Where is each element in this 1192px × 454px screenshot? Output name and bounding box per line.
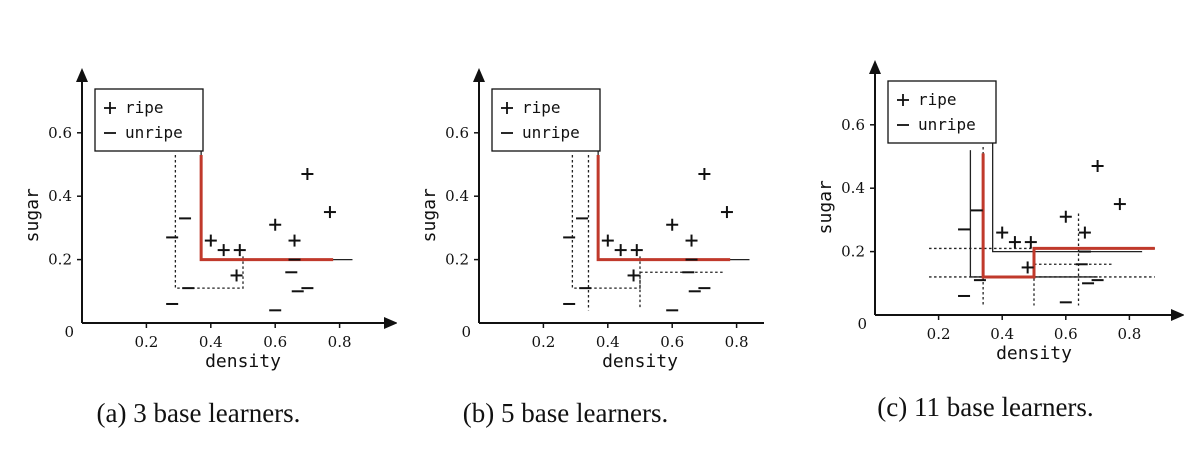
y-tick-label: 0.2 [841,243,865,261]
ripe-point [1078,226,1091,239]
x-axis-label: density [602,351,678,372]
x-tick-label: 0.4 [990,325,1014,343]
ripe-point [1091,160,1104,173]
x-tick-label: 0.6 [1054,325,1078,343]
ripe-point [1024,236,1037,249]
ripe-point [627,269,640,282]
base-learner-boundary [597,135,750,261]
caption-a: (a) 3 base learners. [96,398,301,428]
x-tick-label: 0.6 [263,333,287,351]
y-tick-label: 0.6 [445,124,469,142]
y-axis-arrow [473,68,485,82]
y-tick-label: 0.4 [445,187,469,205]
x-tick-label: 0.2 [134,333,158,351]
ensemble-boundary [981,153,1155,279]
y-tick-label: 0.6 [48,124,72,142]
legend-label-ripe: ripe [125,98,164,117]
panel-b: 0.2 0.4 0.6 0.8 0.2 0.4 0.6 0 density sugar ripe un… [367,0,764,454]
x-axis-label: density [205,351,281,372]
scatter-plot-b: 0.2 0.4 0.6 0.8 0.2 0.4 0.6 0 density sugar ripe un… [419,68,764,372]
x-tick-label: 0.8 [328,333,352,351]
ripe-point [630,244,643,257]
y-tick-label: 0.4 [48,187,72,205]
y-axis-label: sugar [815,180,836,234]
origin-label: 0 [461,323,471,341]
ripe-point [996,226,1009,239]
ripe-point [685,234,698,247]
ensemble-boundary [199,154,334,262]
ripe-point [614,244,627,257]
x-tick-label: 0.4 [596,333,620,351]
caption-c: (c) 11 base learners. [877,392,1094,422]
base-learner-boundary [639,271,724,308]
ripe-point [1113,198,1126,211]
y-tick-label: 0.6 [841,116,865,134]
ripe-point [698,168,711,181]
legend-box [94,88,204,152]
scatter-plot-a: 0.2 0.4 0.6 0.8 0.2 0.4 0.6 0 density sugar ripe un… [22,68,397,372]
panel-a: 0.2 0.4 0.6 0.8 0.2 0.4 0.6 0 density sugar ripe un… [0,0,397,454]
caption-b: (b) 5 base learners. [462,398,669,428]
y-axis-arrow [869,60,881,74]
origin-label: 0 [857,315,867,333]
x-tick-label: 0.4 [199,333,223,351]
ripe-point [204,234,217,247]
ripe-point [233,244,246,257]
base-learner-boundary [992,121,1143,253]
ripe-point [1021,261,1034,274]
ripe-point [217,244,230,257]
base-learner-boundary [174,154,244,289]
legend-label-ripe: ripe [918,90,957,109]
y-axis-arrow [76,68,88,82]
ripe-point [666,218,679,231]
y-axis-label: sugar [22,188,43,242]
ripe-point [288,234,301,247]
legend-label-unripe: unripe [522,123,580,142]
ripe-point [301,168,314,181]
x-tick-label: 0.8 [1117,325,1141,343]
panel-c: 0.2 0.4 0.6 0.8 0.2 0.4 0.6 0 density sugar ripe un… [787,0,1184,454]
ripe-point [1059,210,1072,223]
origin-label: 0 [64,323,74,341]
y-tick-label: 0.2 [48,251,72,269]
legend-label-unripe: unripe [918,115,976,134]
x-tick-label: 0.8 [725,333,749,351]
x-axis-arrow [1171,309,1184,321]
x-axis-arrow [384,317,397,329]
x-tick-label: 0.6 [660,333,684,351]
ensemble-boundary [596,154,731,262]
legend-box [887,80,997,144]
ripe-point [323,206,336,219]
ripe-point [720,206,733,219]
base-learner-boundary [200,135,353,261]
ripe-point [1008,236,1021,249]
ripe-point [269,218,282,231]
x-axis-label: density [996,343,1072,364]
y-tick-label: 0.2 [445,251,469,269]
x-tick-label: 0.2 [531,333,555,351]
legend-label-unripe: unripe [125,123,183,142]
legend-label-ripe: ripe [522,98,561,117]
base-learner-boundary [571,154,641,289]
ripe-point [230,269,243,282]
legend-box [491,88,601,152]
scatter-plot-c: 0.2 0.4 0.6 0.8 0.2 0.4 0.6 0 density sugar ripe un… [815,60,1184,364]
y-axis-label: sugar [419,188,440,242]
x-tick-label: 0.2 [927,325,951,343]
y-tick-label: 0.4 [841,179,865,197]
ripe-point [601,234,614,247]
